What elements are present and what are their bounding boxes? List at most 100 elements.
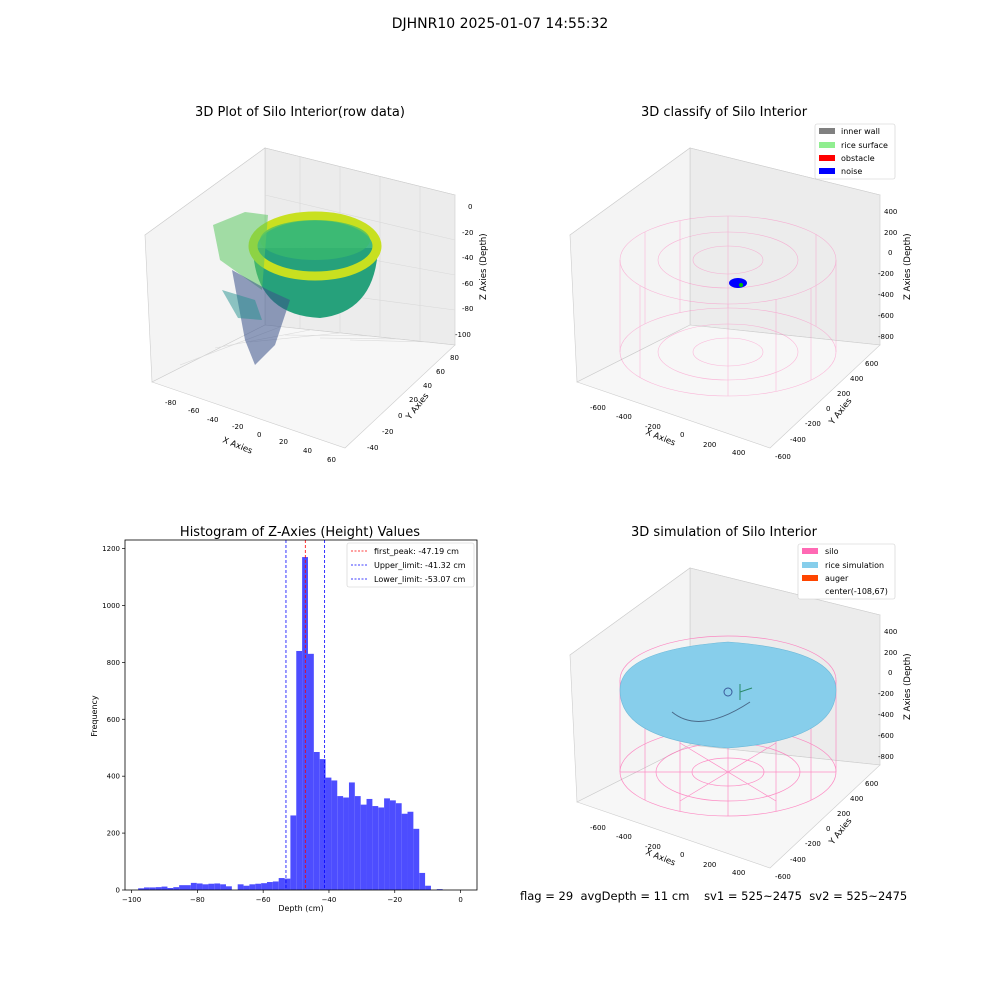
p2-xtick: -200	[645, 423, 661, 431]
hist-bar	[237, 884, 244, 890]
legend-swatch-rice-sim	[802, 562, 818, 568]
p4-ytick: 0	[826, 825, 830, 833]
hist-bar	[343, 797, 349, 890]
hist-bar	[331, 780, 338, 890]
flag-value: flag = 29	[520, 889, 574, 903]
sv2-value: sv2 = 525~2475	[809, 889, 908, 903]
legend-noise: noise	[841, 167, 862, 176]
p1-ztick: -20	[462, 229, 473, 237]
panel2-silo-wireframe	[619, 215, 837, 397]
hist-vlines	[285, 540, 326, 890]
p2-xtick: -400	[616, 413, 632, 421]
hist-bar	[261, 883, 267, 890]
hist-ytick-label: 400	[107, 773, 120, 781]
panel-raw-3d: 3D Plot of Silo Interior(row data) -80 -…	[144, 105, 489, 464]
p1-ztick: -40	[462, 254, 473, 262]
legend-swatch-silo	[802, 548, 818, 554]
legend-silo: silo	[825, 547, 839, 556]
p2-ztick: -400	[878, 291, 894, 299]
footer-stats: flag = 29 avgDepth = 11 cm sv1 = 525~247…	[520, 889, 907, 903]
legend-first-peak: first_peak: -47.19 cm	[374, 547, 459, 556]
p4-ytick: 400	[850, 795, 863, 803]
hist-bar	[214, 883, 221, 890]
hist-title: Histogram of Z-Axies (Height) Values	[180, 525, 420, 540]
p4-xtick: 200	[703, 861, 716, 869]
hist-bar	[413, 828, 420, 890]
p4-ztick: 400	[884, 628, 897, 636]
panel1-tick-labels: -80 -60 -40 -20 0 20 40 60 -40 -20 0 20 …	[165, 203, 473, 464]
hist-bar	[225, 886, 232, 890]
p4-ztick: -600	[878, 732, 894, 740]
hist-bar	[138, 888, 145, 890]
p4-ytick: 200	[837, 810, 850, 818]
hist-bar	[419, 872, 426, 890]
panel1-zlabel: Z Axies (Depth)	[479, 233, 489, 300]
panel4-rice-surface	[619, 641, 837, 749]
hist-bar	[272, 881, 279, 890]
hist-bar	[313, 751, 320, 890]
panel2-noise-cluster	[729, 278, 747, 288]
legend-swatch-auger	[802, 575, 818, 581]
p1-xtick: -60	[188, 407, 199, 415]
hist-bar	[190, 882, 197, 890]
hist-bar	[161, 886, 168, 890]
hist-ytick-label: 0	[116, 887, 120, 895]
hist-xtick-label: −40	[322, 896, 337, 904]
panel2-tick-labels: -600 -400 -200 0 200 400 -600 -400 -200 …	[590, 208, 897, 461]
panel4-tick-labels: -600 -400 -200 0 200 400 -600 -400 -200 …	[590, 628, 897, 881]
panel2-zlabel: Z Axies (Depth)	[903, 233, 913, 300]
hist-bar	[389, 800, 396, 890]
hist-bars	[138, 557, 443, 890]
legend-upper-limit: Upper_limit: -41.32 cm	[374, 561, 466, 570]
p2-ytick: -200	[805, 420, 821, 428]
p1-xtick: 40	[303, 447, 312, 455]
legend-swatch-obstacle	[819, 155, 835, 161]
p1-ytick: 60	[436, 368, 445, 376]
p2-ytick: 400	[850, 375, 863, 383]
p4-ztick: 0	[888, 669, 892, 677]
p1-ytick: -20	[382, 428, 393, 436]
panel4-ylabel: Y Axies	[827, 816, 855, 848]
hist-bar	[284, 878, 291, 890]
hist-bar	[220, 884, 226, 890]
hist-bar	[395, 803, 402, 890]
p2-xtick: 200	[703, 441, 716, 449]
p1-xtick: 0	[257, 431, 261, 439]
p1-ytick: 40	[423, 382, 432, 390]
hist-ylabel: Frequency	[90, 695, 99, 737]
p2-ztick: -200	[878, 270, 894, 278]
hist-bar	[425, 885, 431, 890]
legend-swatch-inner-wall	[819, 128, 835, 134]
hist-xtick-label: 0	[458, 896, 462, 904]
panel1-rice-bowl	[213, 211, 382, 365]
p2-ytick: 600	[865, 360, 878, 368]
hist-bar	[173, 887, 180, 890]
legend-swatch-noise	[819, 168, 835, 174]
hist-bar	[196, 883, 203, 890]
hist-ytick-label: 600	[107, 716, 120, 724]
hist-bar	[384, 798, 390, 890]
panel1-title: 3D Plot of Silo Interior(row data)	[195, 105, 405, 120]
p2-ztick: 200	[884, 229, 897, 237]
p2-xtick: -600	[590, 404, 606, 412]
p1-ztick: -100	[455, 331, 471, 339]
legend-obstacle: obstacle	[841, 154, 875, 163]
p4-xtick: 0	[680, 851, 684, 859]
p1-ztick: -60	[462, 280, 473, 288]
panel4-legend: silo rice simulation auger center(-108,6…	[797, 543, 896, 600]
p2-ytick: 200	[837, 390, 850, 398]
hist-bar	[401, 813, 408, 890]
hist-xticks: −100 −80 −60 −40 −20 0	[122, 890, 463, 904]
panel2-legend: inner wall rice surface obstacle noise	[814, 123, 896, 180]
hist-bar	[243, 885, 250, 890]
hist-bar	[337, 796, 344, 890]
hist-bar	[185, 885, 191, 890]
p1-xtick: 20	[279, 438, 288, 446]
hist-bar	[366, 798, 373, 890]
p4-ytick: -600	[775, 873, 791, 881]
p4-ztick: 200	[884, 649, 897, 657]
legend-rice-surface: rice surface	[841, 141, 888, 150]
p2-ztick: 0	[888, 249, 892, 257]
p2-ztick: -600	[878, 312, 894, 320]
hist-bar	[319, 759, 326, 890]
